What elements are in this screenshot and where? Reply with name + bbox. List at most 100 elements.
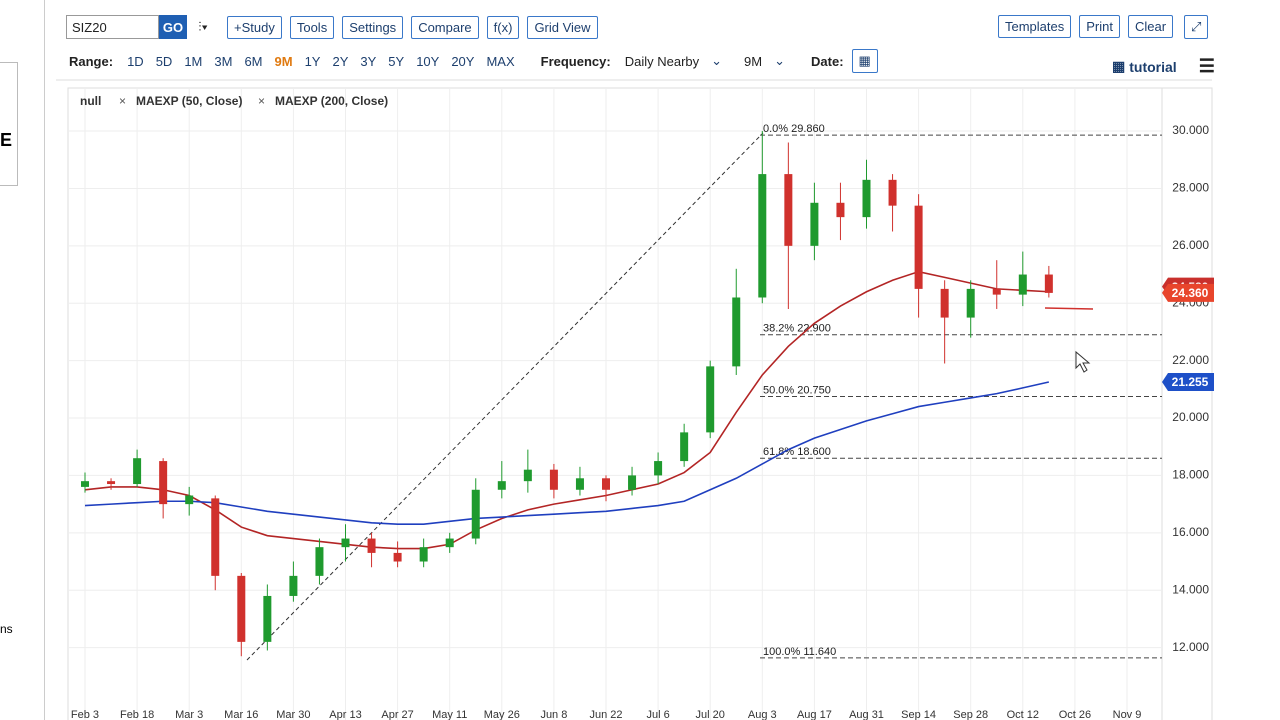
x-tick-label: Mar 16 bbox=[224, 709, 258, 720]
candle-body bbox=[758, 174, 767, 298]
trend-line bbox=[246, 132, 764, 661]
y-tick-label: 22.000 bbox=[1172, 353, 1209, 367]
toolbar-button[interactable]: Settings bbox=[342, 15, 404, 39]
candle-body bbox=[159, 461, 168, 505]
legend-remove[interactable]: × bbox=[119, 94, 126, 108]
candle-body bbox=[784, 174, 793, 246]
legend-entry: null bbox=[80, 94, 101, 108]
y-tick-label: 18.000 bbox=[1172, 468, 1209, 482]
dropdown-arrow: ⌄ bbox=[711, 53, 723, 68]
toolbar: SIZ20 GO ⫶▾ +Study Tools Settings Compare f(… bbox=[66, 15, 606, 39]
candle-body bbox=[549, 469, 558, 490]
range-bar: Range: 1D 5D 1M 3M 6M 9M 1Y 2Y 3Y 5Y 10Y 20Y MAX Frequ… bbox=[69, 49, 886, 73]
candle-body bbox=[706, 366, 715, 433]
legend-remove[interactable]: × bbox=[258, 94, 265, 108]
toolbar-button[interactable]: Print bbox=[1079, 15, 1120, 38]
fib-label: 100.0% 11.640 bbox=[763, 646, 836, 658]
price-tag bbox=[1162, 373, 1214, 392]
chart-type-icon[interactable]: ⫶▾ bbox=[198, 19, 208, 34]
menu-icon[interactable]: ☰ bbox=[1198, 56, 1215, 76]
side-fragment: ns bbox=[0, 622, 13, 636]
drawn-line bbox=[1044, 307, 1094, 310]
legend-entry: MAEXP (200, Close) bbox=[275, 94, 388, 108]
x-tick-label: Jul 6 bbox=[646, 709, 669, 720]
legend-entry: MAEXP (50, Close) bbox=[136, 94, 242, 108]
range-option[interactable]: 2Y bbox=[332, 53, 349, 69]
toolbar-button[interactable]: Tools bbox=[289, 15, 335, 39]
y-tick-label: 14.000 bbox=[1172, 582, 1209, 596]
toolbar-button[interactable]: Clear bbox=[1127, 15, 1174, 38]
toolbar-right: Templates Print Clear bbox=[998, 15, 1181, 38]
range-option[interactable]: 5Y bbox=[388, 53, 405, 69]
x-tick-label: Sep 28 bbox=[953, 709, 988, 720]
candle-body bbox=[575, 478, 584, 490]
candle-body bbox=[237, 575, 246, 642]
range-option[interactable]: 1D bbox=[127, 53, 144, 69]
candle-body bbox=[471, 489, 480, 539]
range-option[interactable]: MAX bbox=[486, 53, 515, 69]
range-option[interactable]: 3M bbox=[214, 53, 233, 69]
candle-body bbox=[289, 575, 298, 596]
candle-body bbox=[497, 481, 506, 490]
toolbar-button[interactable]: +Study bbox=[227, 15, 282, 39]
sidebar: E ns bbox=[0, 0, 45, 720]
x-tick-label: Jul 20 bbox=[696, 709, 725, 720]
toolbar-button[interactable]: Compare bbox=[411, 15, 479, 39]
tutorial-text: tutorial bbox=[1129, 58, 1177, 75]
candle-body bbox=[628, 475, 637, 490]
x-tick-label: Mar 3 bbox=[175, 709, 203, 720]
moving-average bbox=[84, 381, 1050, 526]
cursor bbox=[1075, 350, 1091, 373]
price-tag-label: 24.360 bbox=[1172, 286, 1209, 300]
range-option[interactable]: 5D bbox=[155, 53, 173, 69]
period-select[interactable]: 9M bbox=[744, 53, 763, 69]
x-tick-label: Feb 3 bbox=[71, 709, 99, 720]
y-tick-label: 28.000 bbox=[1172, 181, 1209, 195]
toolbar-button[interactable]: f(x) bbox=[486, 15, 520, 39]
range-option[interactable]: 20Y bbox=[451, 53, 475, 69]
calendar-button[interactable]: ▦ bbox=[851, 49, 878, 73]
toolbar-button[interactable]: Templates bbox=[998, 15, 1072, 38]
side-fragment: E bbox=[0, 130, 13, 150]
plot-frame bbox=[67, 87, 1213, 720]
candle-body bbox=[419, 547, 428, 562]
candle-body bbox=[992, 288, 1001, 295]
frequency-select[interactable]: Daily Nearby bbox=[624, 53, 700, 69]
x-tick-label: Feb 18 bbox=[120, 709, 154, 720]
candle-body bbox=[185, 495, 194, 505]
range-option[interactable]: 1M bbox=[184, 53, 203, 69]
x-tick-label: Jun 22 bbox=[589, 709, 622, 720]
button-group: +Study Tools Settings Compare f(x) Grid View bbox=[227, 15, 606, 39]
candle-body bbox=[315, 547, 324, 576]
candle-body bbox=[810, 202, 819, 246]
candle-body bbox=[341, 538, 350, 548]
candle-body bbox=[263, 595, 272, 642]
candle-body bbox=[888, 179, 897, 206]
symbol-input[interactable]: SIZ20 bbox=[66, 15, 159, 39]
range-option[interactable]: 3Y bbox=[360, 53, 377, 69]
range-option[interactable]: 10Y bbox=[416, 53, 440, 69]
candle-body bbox=[1044, 274, 1053, 293]
candle-body bbox=[862, 179, 871, 218]
x-tick-label: Jun 8 bbox=[540, 709, 567, 720]
candle-body bbox=[602, 478, 610, 490]
fib-label: 38.2% 22.900 bbox=[763, 323, 831, 335]
range-option[interactable]: 6M bbox=[244, 53, 263, 69]
candle-body bbox=[393, 552, 402, 562]
fib-label: 61.8% 18.600 bbox=[763, 446, 831, 458]
frequency-label: Frequency: bbox=[540, 53, 611, 69]
candle-body bbox=[914, 205, 923, 289]
price-tag-label: 21.255 bbox=[1172, 375, 1209, 389]
range-option[interactable]: 9M bbox=[274, 53, 293, 69]
fib-label: 0.0% 29.860 bbox=[763, 123, 825, 135]
candle-body bbox=[966, 288, 975, 318]
candle-body bbox=[211, 498, 220, 576]
range-option[interactable]: 1Y bbox=[304, 53, 321, 69]
toolbar-button[interactable]: Grid View bbox=[527, 15, 598, 39]
expand-button[interactable]: ⤢ bbox=[1184, 15, 1209, 39]
go-button[interactable]: GO bbox=[159, 15, 187, 39]
tutorial-link[interactable]: ▦ tutorial ☰ bbox=[1112, 56, 1215, 77]
y-tick-label: 16.000 bbox=[1172, 525, 1209, 539]
